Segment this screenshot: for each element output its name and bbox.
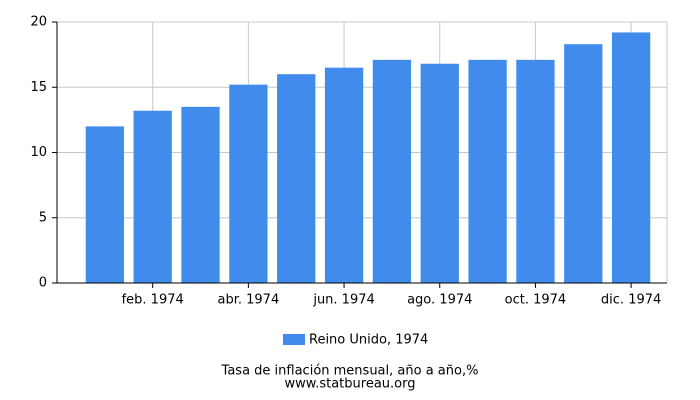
bar [468, 59, 507, 283]
y-tick-label: 15 [30, 80, 47, 95]
x-tick-label: ago. 1974 [407, 293, 472, 308]
x-tick-label: abr. 1974 [218, 293, 280, 308]
chart-source: www.statbureau.org [285, 377, 416, 392]
y-tick-label: 5 [39, 210, 47, 225]
x-tick-label: feb. 1974 [122, 293, 184, 308]
bar [181, 106, 220, 283]
y-tick-label: 20 [30, 15, 47, 30]
legend-swatch [283, 334, 305, 345]
bar [133, 110, 172, 284]
bar [611, 32, 651, 283]
bar [516, 59, 555, 283]
bar [324, 67, 364, 283]
x-tick-label: jun. 1974 [312, 293, 374, 308]
y-tick-label: 0 [39, 276, 47, 291]
bar [229, 84, 268, 283]
chart-title: Tasa de inflación mensual, año a año,% [221, 364, 479, 379]
bar [420, 63, 459, 284]
y-tick-label: 10 [30, 145, 47, 160]
legend-label: Reino Unido, 1974 [309, 333, 428, 348]
bar [85, 126, 124, 284]
x-tick-label: oct. 1974 [505, 293, 567, 308]
bar [564, 44, 603, 284]
bar [277, 74, 316, 283]
bar [372, 59, 412, 283]
x-tick-label: dic. 1974 [601, 293, 661, 308]
